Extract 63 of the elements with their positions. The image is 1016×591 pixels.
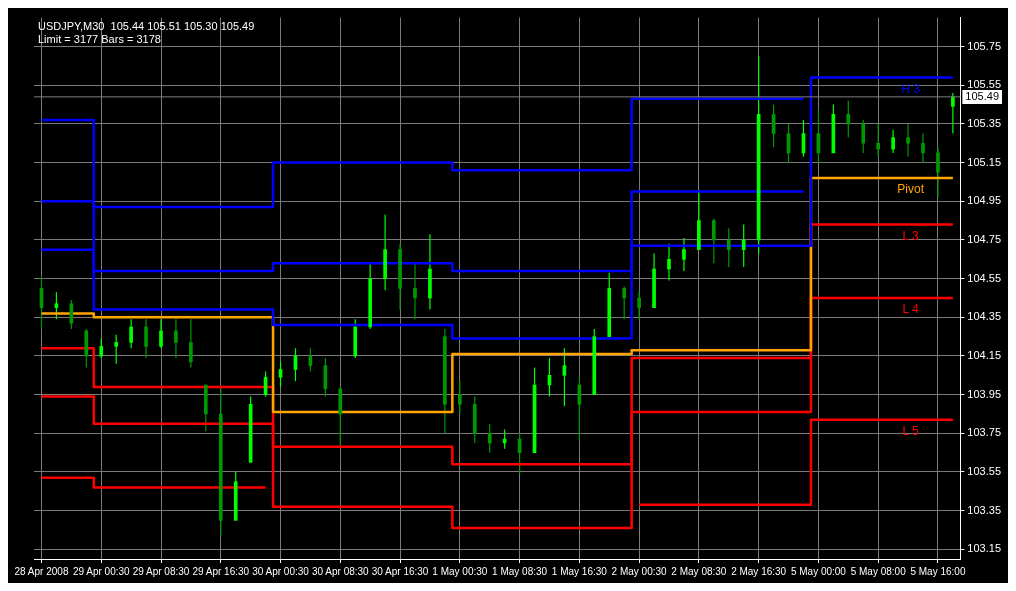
candlestick: [726, 227, 731, 268]
y-tick-label: 104.55: [967, 271, 1002, 284]
series-label: L 4: [902, 302, 920, 317]
candlestick: [99, 337, 104, 359]
series-label: Pivot: [897, 182, 925, 197]
x-tick-label: 5 May 08:00: [850, 565, 907, 577]
candlestick: [891, 129, 895, 154]
series-label: L 5: [902, 424, 920, 439]
x-tick-label: 29 Apr 08:30: [132, 565, 190, 577]
annotation: Limit = 3177 Bars = 3178: [38, 33, 161, 46]
y-tick-label: 104.75: [967, 232, 1002, 245]
y-tick-label: 103.95: [967, 387, 1002, 400]
candlestick: [129, 318, 133, 349]
candlestick: [114, 334, 119, 365]
x-tick-label: 5 May 00:00: [790, 565, 847, 577]
candlestick: [174, 318, 178, 359]
series-label: H 3: [901, 81, 921, 96]
candlestick: [861, 119, 866, 154]
y-tick-label: 103.55: [967, 465, 1002, 478]
candlestick: [637, 289, 641, 320]
y-tick-label: 105.15: [967, 155, 1002, 168]
y-tick-label: 105.35: [967, 116, 1002, 129]
candlestick: [487, 423, 492, 454]
x-tick-label: 1 May 16:30: [551, 565, 608, 577]
candlestick: [921, 133, 925, 164]
candlestick: [159, 318, 163, 349]
y-tick-label: 103.75: [967, 426, 1002, 439]
y-tick-label: 104.35: [967, 310, 1002, 323]
ref-line-label: 105.49: [965, 89, 1000, 102]
x-tick-label: 30 Apr 00:30: [252, 565, 310, 577]
x-tick-label: 28 Apr 2008: [14, 565, 69, 577]
y-tick-label: 104.95: [967, 194, 1002, 207]
candlestick: [876, 123, 881, 158]
candlestick: [906, 123, 910, 158]
x-tick-label: 29 Apr 16:30: [192, 565, 250, 577]
series-label: L 3: [902, 228, 920, 243]
candlestick: [189, 318, 193, 369]
x-tick-label: 2 May 08:30: [671, 565, 727, 577]
x-tick-label: 30 Apr 16:30: [371, 565, 429, 577]
x-tick-label: 2 May 16:30: [731, 565, 787, 577]
candlestick: [667, 243, 671, 282]
candlestick: [144, 318, 148, 359]
candlestick: [622, 285, 627, 320]
y-tick-label: 105.55: [967, 78, 1002, 91]
y-tick-label: 104.15: [967, 349, 1002, 362]
candlestick: [741, 223, 746, 268]
x-tick-label: 1 May 00:30: [432, 565, 488, 577]
candlestick: [936, 146, 940, 199]
x-tick-label: 2 May 00:30: [611, 565, 668, 577]
x-tick-label: 1 May 08:30: [492, 565, 548, 577]
x-tick-label: 29 Apr 00:30: [72, 565, 131, 577]
candlestick: [413, 262, 417, 320]
candlestick: [712, 218, 716, 264]
candlestick: [846, 100, 851, 139]
chart-title: USDJPY,M30 105.44 105.51 105.30 105.49: [38, 20, 255, 33]
candlestick: [682, 237, 686, 272]
y-tick-label: 103.35: [967, 503, 1002, 516]
y-tick-label: 103.15: [967, 542, 1002, 555]
x-tick-label: 5 May 16:00: [910, 565, 966, 577]
candlestick: [951, 92, 955, 135]
y-tick-label: 105.75: [967, 39, 1002, 52]
x-tick-label: 30 Apr 08:30: [311, 565, 370, 577]
candlestick: [458, 380, 462, 415]
